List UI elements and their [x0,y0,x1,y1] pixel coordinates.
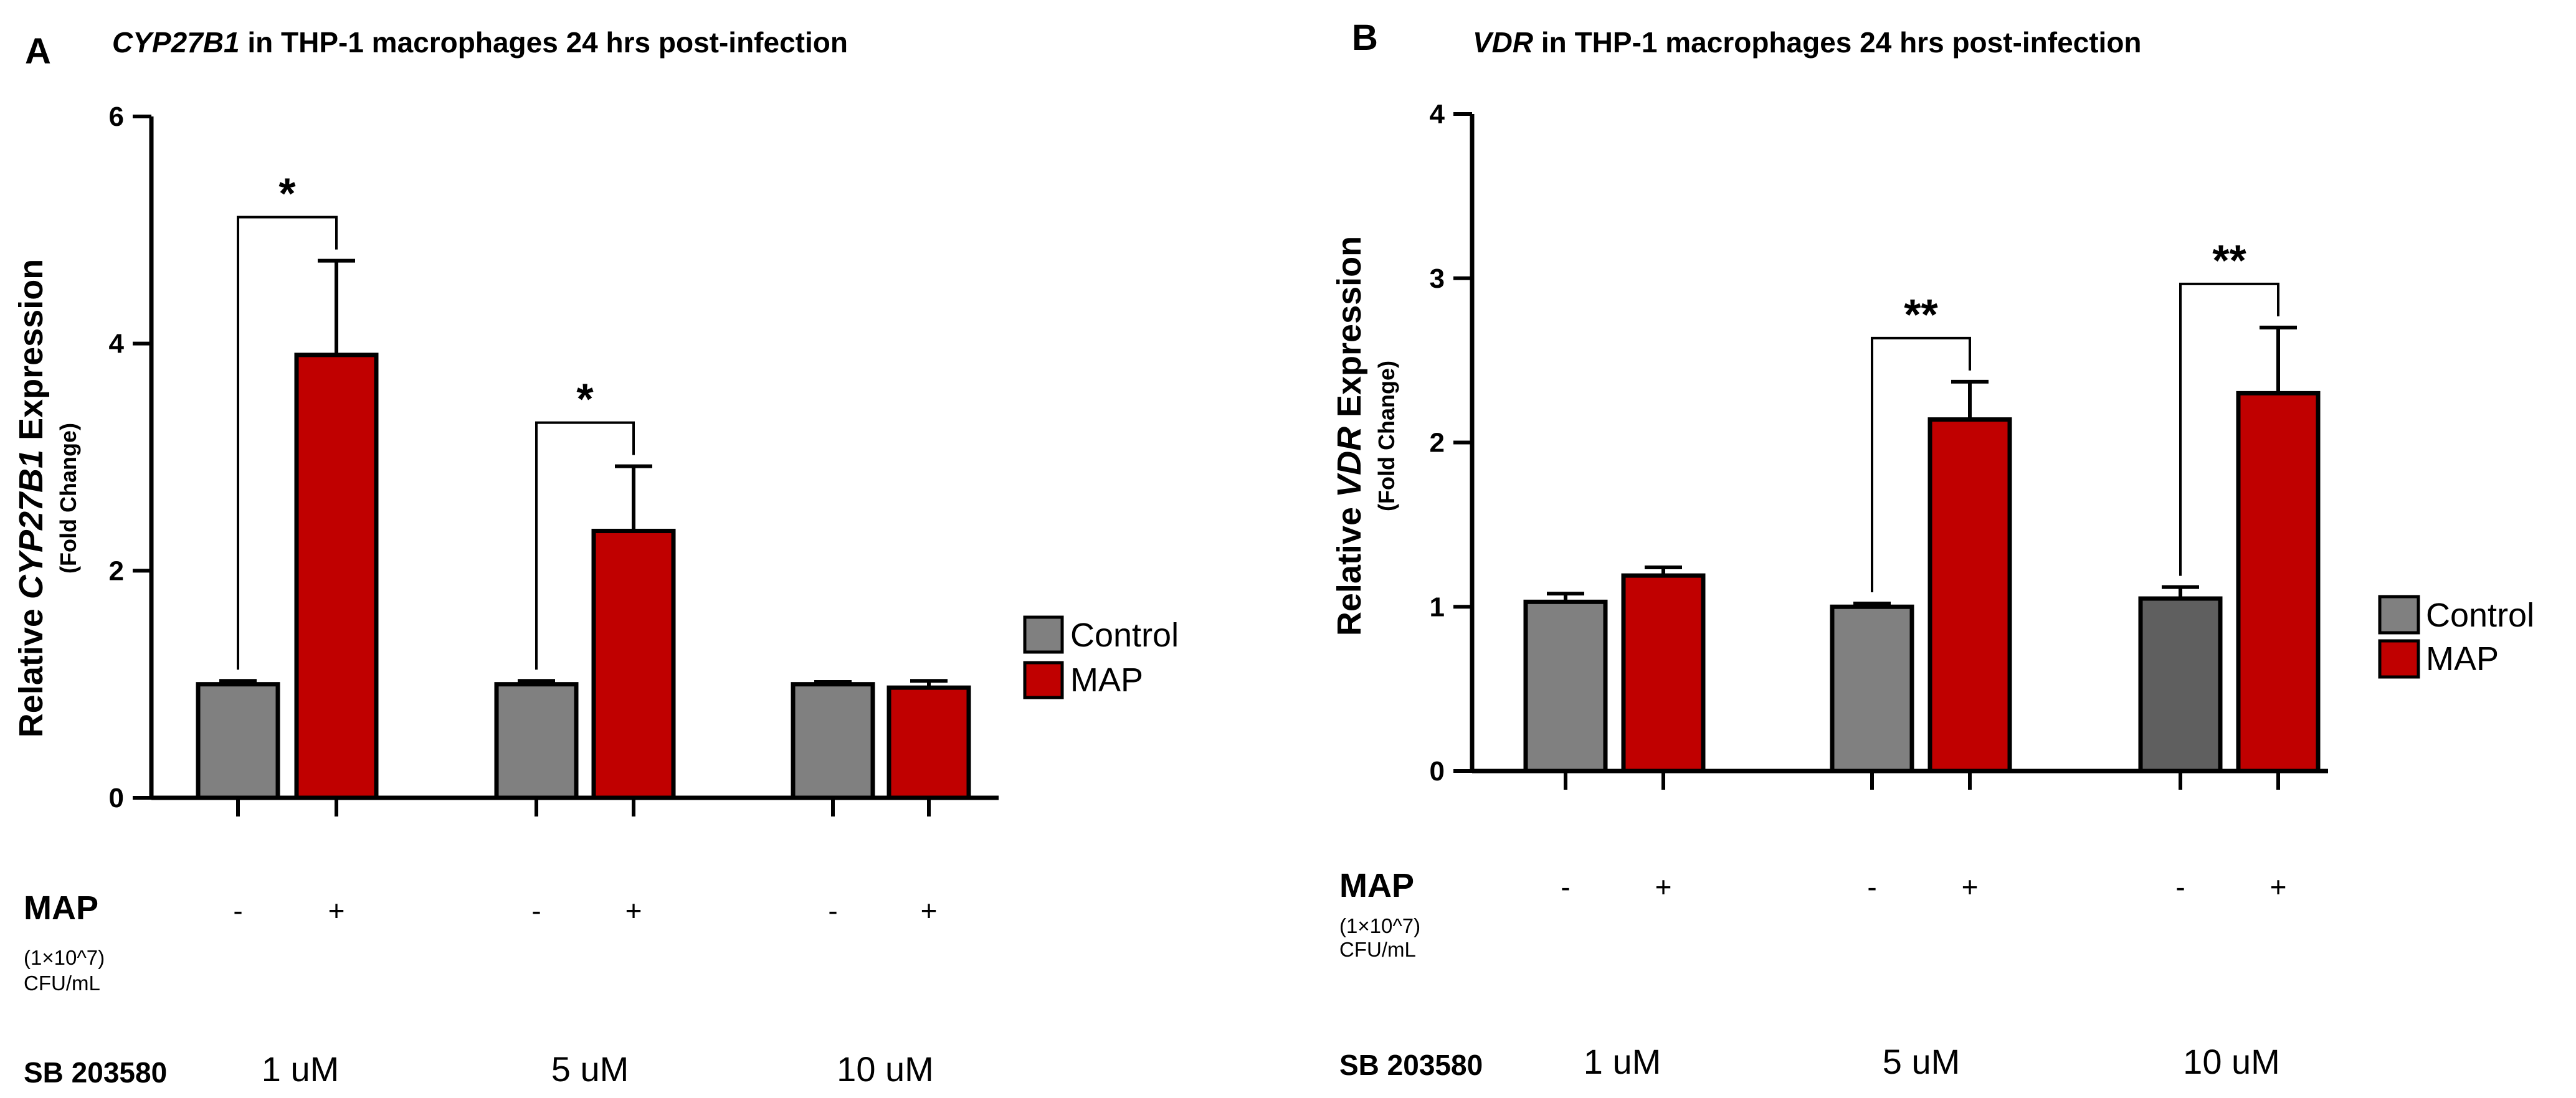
panel-a-map-row-title: MAP [24,889,98,927]
panel-b-ylabel-sub: (Fold Change) [1374,361,1399,511]
panel-a-ylabel: Relative CYP27B1 Expression [12,259,50,737]
panel-b-plot: 0 1 2 3 4 ** ** [1430,99,2328,790]
panel-b-map-row-title: MAP [1339,867,1414,904]
panel-a-sign-plus: + [625,894,642,927]
panel-a-dose-5: 5 uM [551,1049,629,1089]
panel-b-legend-map: MAP [2426,640,2499,678]
panel-b-y-tick-label: 4 [1430,99,1445,130]
panel-a-sign-plus: + [921,894,938,927]
panel-a-significance-bracket [535,421,635,670]
panel-a-title-gene: CYP27B1 [112,26,240,59]
panel-b-title-gene: VDR [1473,26,1533,59]
panel-a-significance-label: * [576,375,594,424]
panel-b-significance-label: ** [1904,290,1938,339]
panel-b-map-row-sub1: (1×10^7) [1339,914,1420,937]
panel-b-y-tick-label: 0 [1430,756,1445,787]
panel-b-sign-plus: + [1962,871,1979,903]
panel-b: B VDR in THP-1 macrophages 24 hrs post-i… [1331,17,2534,1081]
panel-b-bar-map [1621,573,1706,774]
panel-a-bar-control [791,682,875,800]
panel-b-y-tick-label: 2 [1430,428,1445,458]
panel-a-significance-bracket [237,215,338,670]
panel-a-bar-map [591,529,676,800]
panel-b-bar-map [1927,417,2012,774]
panel-a-y-tick-label: 0 [109,783,124,813]
panel-a-significance-label: * [278,169,296,218]
panel-a-sign-plus: + [328,894,345,927]
panel-b-map-row-sub2: CFU/mL [1339,938,1416,961]
panel-b-title-rest: in THP-1 macrophages 24 hrs post-infecti… [1533,26,2141,59]
panel-b-significance-bracket [2179,282,2279,576]
panel-b-bar-control [1830,604,1914,774]
panel-b-legend-control-swatch [2378,595,2420,635]
panel-a-dose-1: 1 uM [262,1049,340,1089]
panel-b-title: VDR in THP-1 macrophages 24 hrs post-inf… [1473,26,2142,59]
panel-a-legend-control-swatch [1023,615,1064,654]
panel-a-y-tick-label: 4 [109,329,125,359]
panel-a-map-row-sub2: CFU/mL [24,972,100,995]
panel-a-title-rest: in THP-1 macrophages 24 hrs post-infecti… [240,26,848,59]
panel-b-sign-plus: + [2270,871,2287,903]
panel-b-letter: B [1352,17,1378,58]
panel-b-significance-bracket [1871,336,1971,592]
panel-b-significance-label: ** [2212,236,2246,285]
panel-b-bar-control [1523,599,1608,774]
panel-a-map-row-sub1: (1×10^7) [24,946,105,969]
panel-b-sign-minus: - [2175,871,2185,903]
panel-a-sign-minus: - [828,894,837,927]
panel-a-letter: A [25,31,51,72]
panel-a-sign-minus: - [233,894,242,927]
panel-b-sign-minus: - [1561,871,1570,903]
panel-a-legend-map: MAP [1070,661,1143,699]
panel-b-sign-minus: - [1867,871,1876,903]
panel-a-plot: 0 2 4 6 * * [109,102,999,816]
panel-a-y-tick-label: 2 [109,556,124,586]
panel-a: A CYP27B1 in THP-1 macrophages 24 hrs po… [12,26,1179,1089]
panel-a-bar-control [196,682,280,800]
panel-a-title: CYP27B1 in THP-1 macrophages 24 hrs post… [112,26,848,59]
panel-b-dose-10: 10 uM [2183,1042,2280,1081]
panel-b-y-tick-label: 3 [1430,263,1445,294]
panel-a-bar-map [886,685,971,800]
panel-b-sb-label: SB 203580 [1339,1049,1483,1081]
panel-b-dose-1: 1 uM [1584,1042,1661,1081]
panel-a-bar-control [494,682,579,800]
panel-b-bar-map [2236,390,2321,774]
panel-b-sign-plus: + [1655,871,1672,903]
panel-a-bar-map [294,353,379,800]
panel-a-sign-minus: - [531,894,541,927]
panel-a-sb-label: SB 203580 [24,1056,167,1089]
panel-a-legend-control: Control [1070,617,1179,654]
panel-b-bar-control [2138,596,2223,774]
panel-b-legend-control: Control [2426,597,2534,634]
panel-b-dose-5: 5 uM [1883,1042,1961,1081]
panel-b-legend-map-swatch [2378,639,2420,679]
panel-a-dose-10: 10 uM [837,1049,934,1089]
panel-a-legend-map-swatch [1023,661,1064,699]
panel-a-ylabel-sub: (Fold Change) [55,423,81,574]
panel-b-y-tick-label: 1 [1430,592,1445,622]
panel-a-y-tick-label: 6 [109,102,124,132]
panel-b-ylabel: Relative VDR Expression [1331,236,1368,636]
